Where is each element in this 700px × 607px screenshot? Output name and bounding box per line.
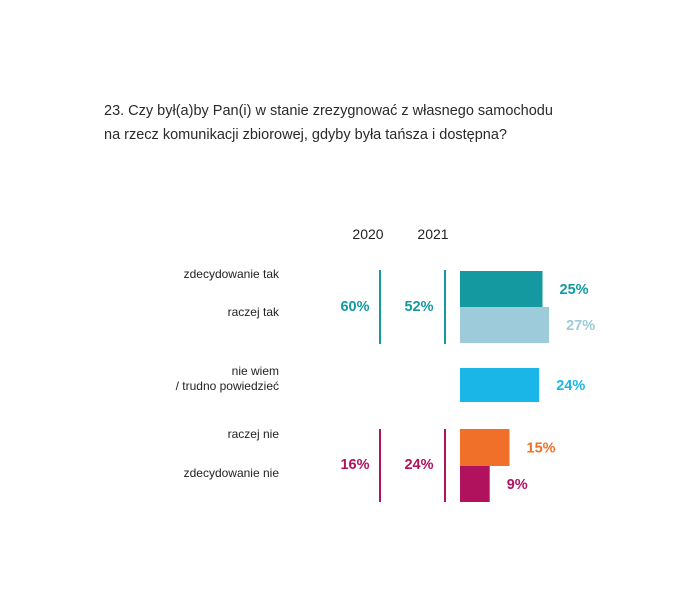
bar-zdecydowanie-nie [460,466,490,502]
group-divider-no-2020 [379,429,381,502]
chart-title-line-1: 23. Czy był(a)by Pan(i) w stanie zrezygn… [104,103,553,119]
category-label-zdecydowanie-nie: zdecydowanie nie [183,466,279,480]
column-header-2021: 2021 [417,226,449,242]
category-label-zdecydowanie-tak: zdecydowanie tak [183,267,279,281]
group-yes-2020-value: 60% [340,299,370,315]
category-label-raczej-nie: raczej nie [227,427,279,441]
bar-value-label-raczej-tak: 27% [566,318,595,334]
category-label-nie-wiem: nie wiem [231,364,279,378]
group-divider-yes-2021 [444,270,446,344]
group-divider-yes-2020 [379,270,381,344]
category-label-trudno-powiedziec: / trudno powiedzieć [175,379,279,393]
bar-value-label-zdecydowanie-nie: 9% [507,477,528,493]
bar-zdecydowanie-tak [460,271,543,307]
column-header-2020: 2020 [352,226,384,242]
group-no-2021-value: 24% [404,457,434,473]
bar-value-label-raczej-nie: 15% [527,441,556,457]
group-no-2020-value: 16% [340,457,370,473]
bar-value-label-nie-wiem: 24% [556,378,585,394]
group-yes-2021-value: 52% [404,299,434,315]
bar-raczej-nie [460,429,510,466]
bar-raczej-tak [460,307,550,343]
category-label-raczej-tak: raczej tak [227,305,279,319]
bar-nie-wiem [460,368,540,402]
group-divider-no-2021 [444,429,446,502]
chart-title-line-2: na rzecz komunikacji zbiorowej, gdyby by… [104,127,507,143]
bar-value-label-zdecydowanie-tak: 25% [560,282,589,298]
